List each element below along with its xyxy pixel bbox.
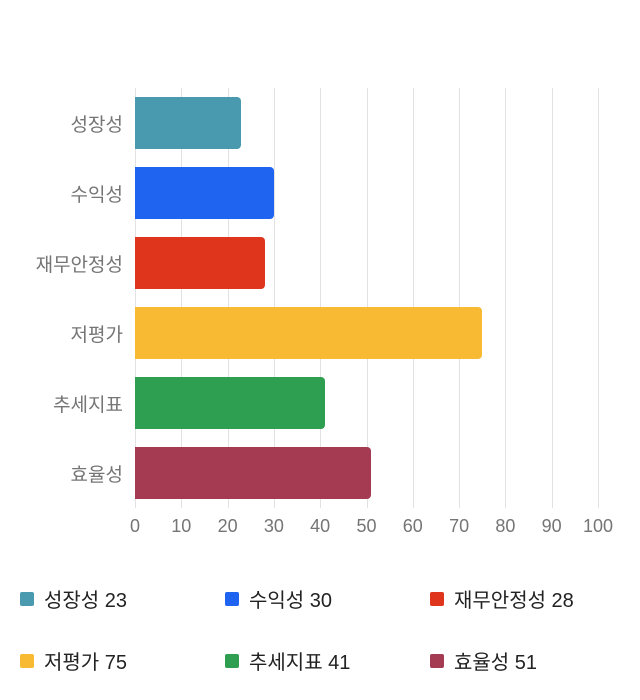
legend-swatch-icon <box>430 591 444 606</box>
gridline <box>598 88 599 508</box>
legend-label: 수익성 30 <box>249 590 333 612</box>
bar-재무안정성[interactable] <box>135 237 265 289</box>
gridline <box>320 88 322 508</box>
legend-swatch-icon <box>225 653 239 668</box>
legend-item[interactable]: 수익성 30 <box>225 584 430 613</box>
bar-저평가[interactable] <box>135 307 483 359</box>
bar-성장성[interactable] <box>135 97 242 149</box>
legend-swatch-icon <box>20 653 34 668</box>
y-axis-label: 수익성 <box>70 184 123 206</box>
gridline <box>412 88 414 508</box>
gridline <box>227 88 229 508</box>
y-axis-label: 성장성 <box>70 114 123 136</box>
legend-label: 재무안정성 28 <box>454 590 574 612</box>
legend: 성장성 23 수익성 30 재무안정성 28 저평가 75 추세지표 41 효율성 51 <box>20 584 640 675</box>
bar-row <box>135 368 598 438</box>
plot-area <box>135 88 599 508</box>
legend-item[interactable]: 재무안정성 28 <box>430 584 635 613</box>
gridline <box>181 88 183 508</box>
x-axis-tick-label: 20 <box>217 516 238 536</box>
legend-label: 추세지표 41 <box>249 652 351 674</box>
legend-swatch-icon <box>430 653 444 668</box>
gridline <box>366 88 368 508</box>
bar-추세지표[interactable] <box>135 377 325 429</box>
x-axis-tick-label: 80 <box>495 516 516 536</box>
x-axis-tick-label: 0 <box>129 516 141 536</box>
legend-label: 저평가 75 <box>44 652 128 674</box>
y-axis-label: 추세지표 <box>53 394 123 416</box>
bar-row <box>135 158 598 228</box>
legend-item[interactable]: 효율성 51 <box>430 646 635 675</box>
legend-item[interactable]: 성장성 23 <box>20 584 225 613</box>
bar-rows <box>135 88 598 508</box>
bar-row <box>135 88 598 158</box>
legend-item[interactable]: 추세지표 41 <box>225 646 430 675</box>
bar-row <box>135 228 598 298</box>
gridline <box>459 88 461 508</box>
gridline <box>273 88 275 508</box>
bar-효율성[interactable] <box>135 447 372 499</box>
x-axis-tick-label: 30 <box>263 516 284 536</box>
x-axis-tick-label: 40 <box>310 516 331 536</box>
x-axis-tick-label: 100 <box>582 516 614 536</box>
y-axis-label: 효율성 <box>70 464 123 486</box>
y-axis-label: 재무안정성 <box>35 254 123 276</box>
bar-row <box>135 298 598 368</box>
gridline <box>505 88 507 508</box>
y-axis-label: 저평가 <box>70 324 123 346</box>
legend-swatch-icon <box>20 591 34 606</box>
legend-swatch-icon <box>225 591 239 606</box>
bar-수익성[interactable] <box>135 167 274 219</box>
x-axis-tick-label: 90 <box>541 516 562 536</box>
legend-label: 성장성 23 <box>44 590 128 612</box>
legend-label: 효율성 51 <box>454 652 538 674</box>
x-axis-tick-label: 10 <box>171 516 192 536</box>
x-axis-tick-label: 70 <box>449 516 470 536</box>
x-axis-tick-label: 60 <box>402 516 423 536</box>
gridline <box>135 88 136 508</box>
legend-item[interactable]: 저평가 75 <box>20 646 225 675</box>
gridline <box>551 88 553 508</box>
x-axis-tick-label: 50 <box>356 516 377 536</box>
x-axis: 0 10 20 30 40 50 60 70 80 90 100 <box>130 508 613 542</box>
bar-row <box>135 438 598 508</box>
